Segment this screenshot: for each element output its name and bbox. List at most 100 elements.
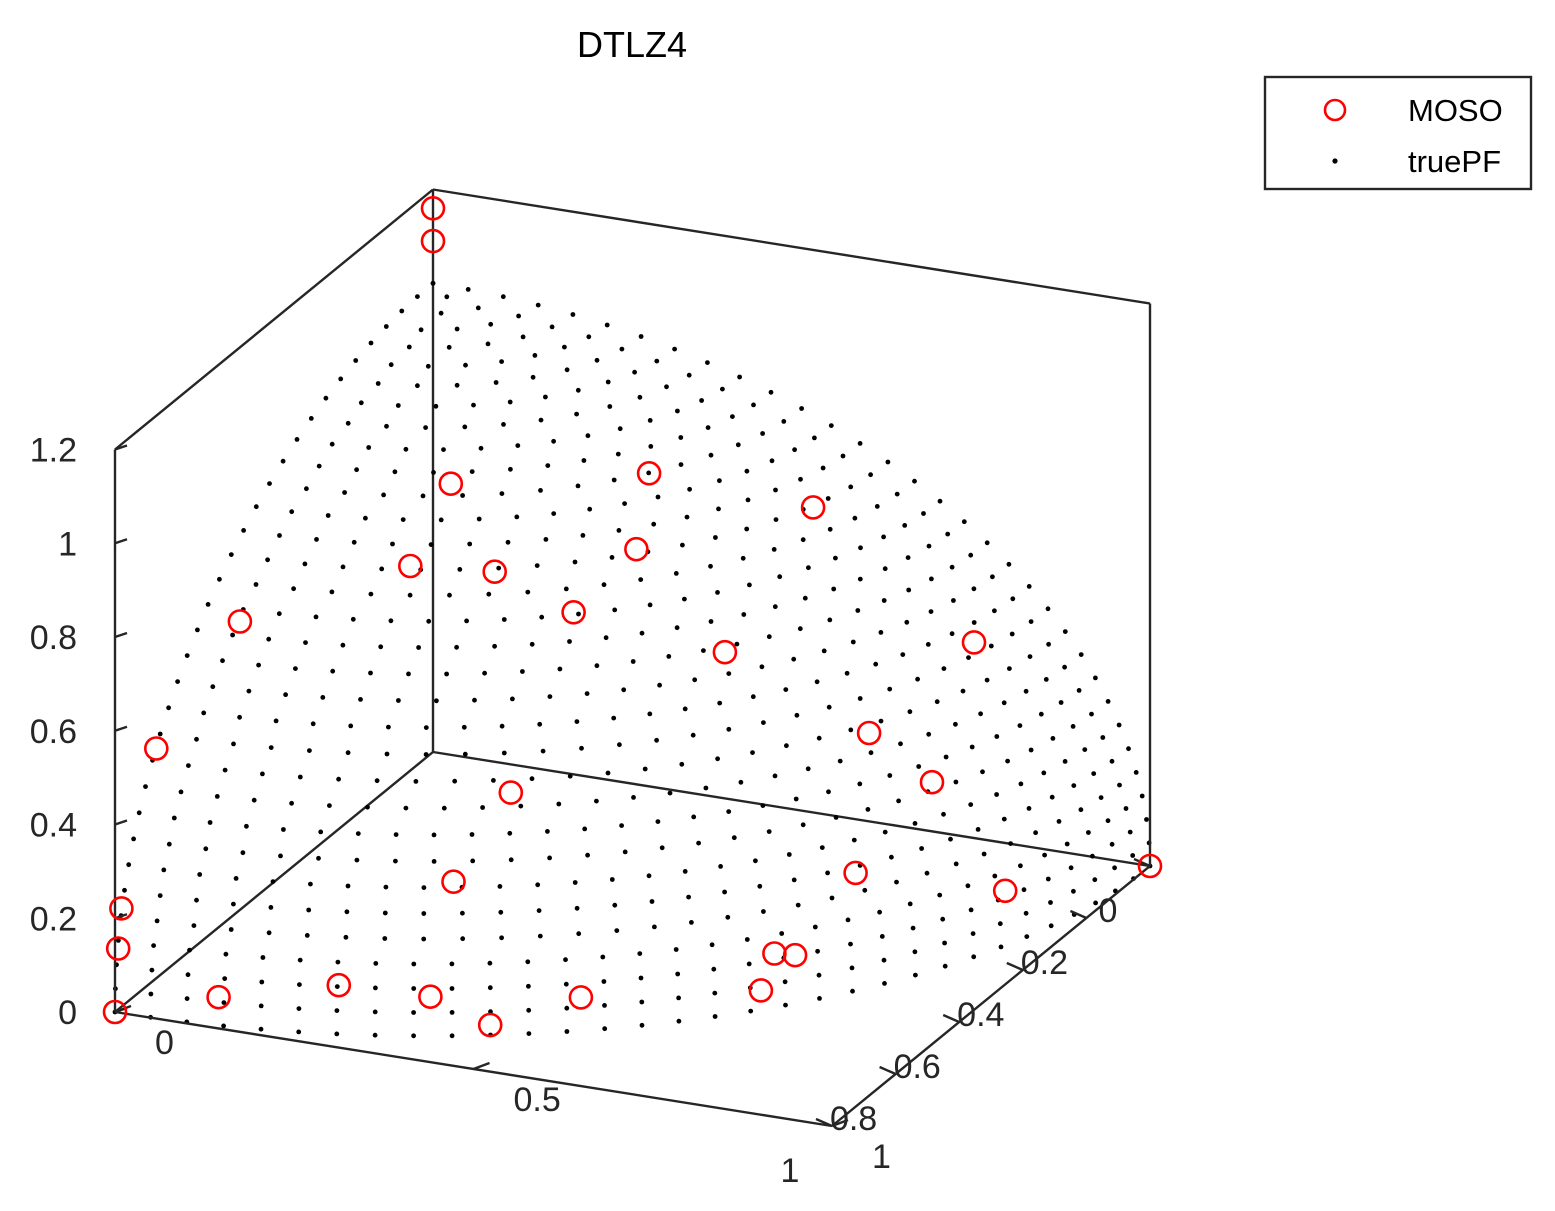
truepf-point <box>403 446 409 452</box>
truepf-point <box>457 567 463 572</box>
truepf-point <box>217 576 222 582</box>
truepf-point <box>294 437 300 442</box>
truepf-point <box>157 893 163 898</box>
truepf-point <box>530 374 536 380</box>
truepf-point <box>258 1026 264 1032</box>
truepf-point <box>637 951 643 956</box>
truepf-point <box>792 447 797 453</box>
truepf-point <box>303 640 308 645</box>
truepf-point <box>1062 759 1068 764</box>
truepf-point <box>415 383 420 389</box>
truepf-point <box>505 539 511 545</box>
truepf-point <box>342 490 347 495</box>
truepf-point <box>885 459 891 465</box>
truepf-point <box>678 435 684 440</box>
truepf-point <box>538 488 543 493</box>
truepf-point <box>581 458 587 463</box>
truepf-point <box>678 462 684 467</box>
truepf-point <box>157 731 163 737</box>
truepf-point <box>748 1008 754 1014</box>
axis-edge-top-left <box>114 188 434 451</box>
truepf-point <box>1127 829 1133 835</box>
x-tick-label: 0 <box>1099 892 1118 930</box>
truepf-point <box>689 920 694 925</box>
truepf-point <box>1086 830 1091 835</box>
truepf-point <box>699 398 704 403</box>
truepf-point <box>378 644 384 650</box>
x-tick <box>942 1013 960 1024</box>
truepf-point <box>639 999 645 1005</box>
truepf-point <box>773 487 778 493</box>
truepf-point <box>720 386 725 392</box>
truepf-point <box>919 846 924 851</box>
truepf-point <box>794 712 800 718</box>
truepf-point <box>612 607 618 613</box>
z-tick-label: 1.2 <box>30 432 77 470</box>
truepf-point <box>779 931 785 936</box>
truepf-point <box>454 326 460 332</box>
moso-point <box>227 609 253 634</box>
truepf-point <box>499 359 504 364</box>
truepf-point <box>241 528 247 533</box>
truepf-point <box>425 363 431 369</box>
truepf-point <box>302 561 308 567</box>
truepf-point <box>632 369 637 375</box>
truepf-point <box>244 823 249 829</box>
truepf-point <box>855 608 861 613</box>
x-tick <box>1133 857 1151 868</box>
truepf-point <box>612 902 618 908</box>
truepf-point <box>971 586 977 592</box>
x-tick <box>879 1065 897 1076</box>
truepf-point <box>802 595 808 601</box>
truepf-point <box>411 1033 416 1039</box>
truepf-point <box>857 696 863 701</box>
z-tick-label: 1 <box>58 525 77 563</box>
z-tick-label: 0.6 <box>30 713 77 751</box>
z-tick-label: 0.2 <box>30 900 77 938</box>
truepf-point <box>396 698 401 703</box>
truepf-point <box>651 521 657 527</box>
truepf-point <box>907 709 913 715</box>
truepf-point <box>240 850 246 856</box>
truepf-point <box>205 602 211 607</box>
truepf-point <box>283 692 288 698</box>
truepf-point <box>149 967 155 973</box>
truepf-point <box>717 700 723 706</box>
truepf-point <box>334 1031 340 1037</box>
x-tick-label: 0.8 <box>830 1100 877 1138</box>
legend-truepf-label: truePF <box>1408 144 1501 179</box>
truepf-point <box>605 379 611 385</box>
truepf-point <box>815 948 820 954</box>
truepf-point <box>1098 795 1104 800</box>
truepf-point <box>826 704 832 710</box>
truepf-point <box>825 496 831 501</box>
truepf-point <box>383 324 389 329</box>
truepf-point <box>953 721 958 727</box>
truepf-point <box>421 911 427 916</box>
truepf-point <box>136 810 142 816</box>
truepf-point <box>510 696 515 702</box>
truepf-point <box>334 1008 340 1013</box>
truepf-point <box>726 809 732 814</box>
truepf-point <box>781 419 787 424</box>
moso-series <box>102 196 1163 1038</box>
y-tick <box>831 1118 849 1128</box>
truepf-point <box>868 472 873 478</box>
truepf-point <box>567 639 572 644</box>
truepf-point <box>990 574 995 580</box>
truepf-point <box>500 294 506 300</box>
truepf-point <box>611 477 617 483</box>
moso-point <box>843 860 868 886</box>
truepf-point <box>273 718 279 724</box>
truepf-point <box>310 721 316 727</box>
truepf-point <box>382 910 388 916</box>
truepf-point <box>772 604 778 610</box>
truepf-point <box>913 972 918 978</box>
truepf-point <box>682 869 688 874</box>
truepf-point <box>214 794 220 799</box>
truepf-point <box>187 947 192 953</box>
moso-point <box>498 780 524 805</box>
moso-point <box>144 736 169 761</box>
truepf-point <box>848 727 854 733</box>
truepf-point <box>741 612 747 617</box>
